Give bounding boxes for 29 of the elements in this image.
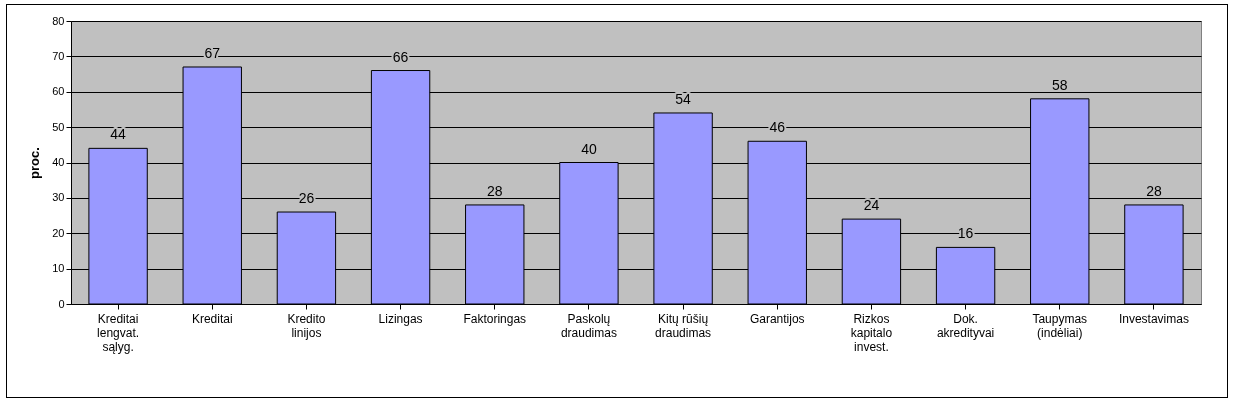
data-label: 24 — [863, 197, 880, 214]
data-label: 44 — [110, 126, 127, 143]
y-tick-label: 70 — [52, 49, 65, 62]
x-tick-label: Investavimas — [1118, 311, 1189, 326]
x-tick-label: Kredito linijos — [287, 311, 326, 340]
data-label: 28 — [486, 182, 503, 199]
y-tick-label: 30 — [52, 191, 65, 204]
x-tick-label: Lizingas — [378, 311, 423, 326]
x-tick-label: Kreditai — [191, 311, 233, 326]
data-label: 58 — [1051, 76, 1068, 93]
x-tick-label: Rizkos kapitalo invest. — [850, 311, 893, 354]
x-tick-label: Taupymas (indėliai) — [1032, 311, 1088, 340]
x-tick-label: Garantijos — [749, 311, 805, 326]
y-tick-label: 80 — [52, 14, 65, 27]
x-tick-label: Paskolų draudimas — [560, 311, 617, 340]
x-tick-label: Kitų rūšių draudimas — [655, 311, 712, 340]
data-label: 28 — [1146, 182, 1162, 199]
y-tick-label: 60 — [52, 85, 65, 98]
y-tick-label: 10 — [52, 262, 65, 275]
y-tick-label: 0 — [58, 297, 65, 310]
data-label: 40 — [581, 140, 597, 157]
x-tick-label: Dok. akredityvai — [936, 311, 995, 340]
y-axis-title: proc. — [27, 147, 43, 179]
y-tick-label: 40 — [52, 156, 65, 168]
x-tick-label: Kreditai lengvat. sąlyg. — [97, 311, 140, 354]
data-label: 54 — [675, 90, 692, 107]
x-tick-label: Faktoringas — [463, 311, 527, 326]
y-tick-label: 20 — [52, 226, 65, 239]
y-tick-label: 50 — [52, 120, 65, 133]
